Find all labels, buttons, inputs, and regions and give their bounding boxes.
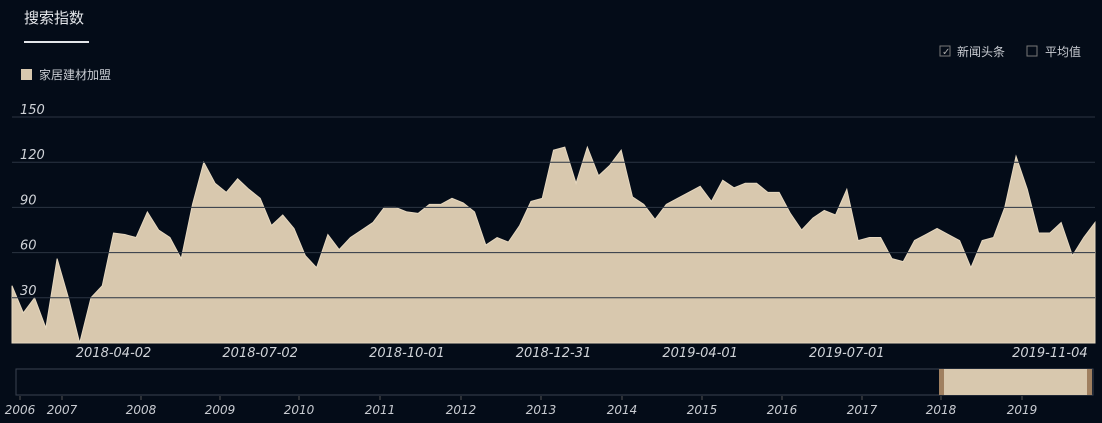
slider-year: 2013 bbox=[526, 403, 557, 417]
option[interactable]: 新闻头条 bbox=[957, 44, 1005, 59]
slider-year: 2016 bbox=[767, 403, 798, 417]
y-tick-label: 60 bbox=[20, 239, 37, 254]
slider-year: 2017 bbox=[847, 403, 878, 417]
slider-window[interactable] bbox=[942, 369, 1090, 395]
y-tick-label: 120 bbox=[20, 148, 45, 163]
x-tick-label: 2018-07-02 bbox=[222, 346, 298, 361]
slider-year: 2014 bbox=[607, 403, 638, 417]
legend-swatch[interactable] bbox=[21, 69, 32, 80]
slider-year: 2007 bbox=[47, 403, 78, 417]
checkbox[interactable] bbox=[939, 45, 951, 57]
area bbox=[11, 145, 1096, 344]
x-tick-label: 2019-04-01 bbox=[662, 346, 738, 361]
x-tick-label: 2018-12-31 bbox=[516, 346, 592, 361]
slider-year: 2011 bbox=[365, 403, 396, 417]
slider-year: 2010 bbox=[284, 403, 315, 417]
slider-year: 2018 bbox=[926, 403, 957, 417]
slider-year: 2009 bbox=[205, 403, 236, 417]
slider-year: 2006 bbox=[5, 403, 36, 417]
legend-label[interactable]: 家居建材加盟 bbox=[39, 67, 111, 82]
slider-year: 2012 bbox=[446, 403, 477, 417]
option[interactable]: 平均值 bbox=[1045, 44, 1081, 59]
x-tick-label: 2019-07-01 bbox=[809, 346, 885, 361]
x-tick-label: 2019-11-04 bbox=[1012, 346, 1088, 361]
y-tick-label: 30 bbox=[20, 284, 37, 299]
check-mark: ✓ bbox=[942, 47, 950, 58]
slider-track[interactable] bbox=[15, 368, 1094, 396]
y-tick-label: 150 bbox=[20, 103, 45, 118]
tab[interactable]: 搜索指数 bbox=[24, 9, 84, 27]
slider-handle[interactable] bbox=[939, 369, 944, 395]
x-tick-label: 2018-04-02 bbox=[76, 346, 152, 361]
checkbox[interactable] bbox=[1026, 45, 1038, 57]
slider-year: 2019 bbox=[1007, 403, 1038, 417]
y-tick-label: 90 bbox=[20, 193, 37, 208]
slider-year: 2008 bbox=[126, 403, 157, 417]
x-tick-label: 2018-10-01 bbox=[369, 346, 445, 361]
slider-year: 2015 bbox=[687, 403, 718, 417]
slider-handle[interactable] bbox=[1087, 369, 1092, 395]
